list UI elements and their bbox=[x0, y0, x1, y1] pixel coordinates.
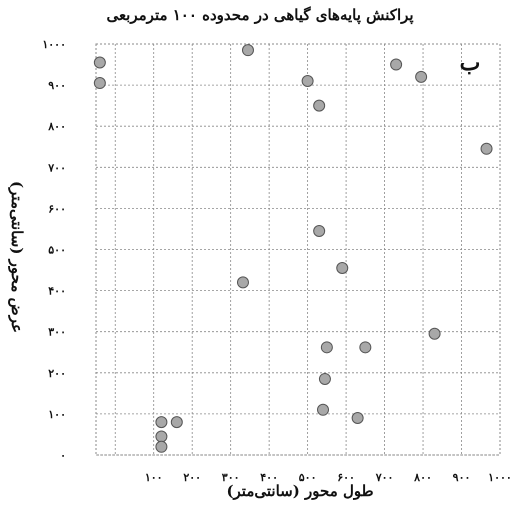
x-tick-label: ۴۰۰ bbox=[260, 471, 278, 484]
y-tick-label: ۱۰۰ bbox=[48, 408, 66, 421]
data-point bbox=[236, 276, 249, 289]
data-point bbox=[93, 77, 106, 90]
data-point bbox=[313, 99, 326, 112]
x-tick-label: ۷۰۰ bbox=[375, 471, 394, 484]
data-point bbox=[241, 44, 254, 57]
data-point bbox=[428, 327, 441, 340]
panel-label: ب bbox=[459, 50, 481, 76]
x-tick-label: ۹۰۰ bbox=[453, 471, 471, 484]
data-point bbox=[480, 142, 493, 155]
y-tick-label: ۵۰۰ bbox=[48, 244, 66, 257]
y-tick-label: ۴۰۰ bbox=[48, 285, 66, 298]
y-tick-label: ۸۰۰ bbox=[47, 120, 66, 133]
x-tick-label: ۳۰۰ bbox=[222, 471, 240, 484]
data-point bbox=[301, 74, 314, 87]
data-point bbox=[155, 430, 168, 443]
y-axis-label: عرض محور (سانتی‌متر) bbox=[8, 181, 26, 333]
x-tick-label: ۱۰۰۰ bbox=[488, 471, 512, 484]
y-tick-label: ۰ bbox=[60, 449, 66, 462]
data-point bbox=[317, 403, 330, 416]
data-point bbox=[351, 412, 364, 425]
y-tick-label: ۱۰۰۰ bbox=[42, 38, 66, 51]
y-tick-label: ۲۰۰ bbox=[48, 367, 66, 380]
data-point bbox=[359, 341, 372, 354]
y-tick-label: ۹۰۰ bbox=[48, 79, 66, 92]
y-tick-label: ۶۰۰ bbox=[48, 202, 66, 215]
chart-title: پراکنش پایه‌های گیاهی در محدوده ۱۰۰ مترم… bbox=[106, 6, 414, 24]
data-point bbox=[170, 416, 183, 429]
x-axis-label: طول محور (سانتی‌متر) bbox=[226, 482, 374, 500]
x-tick-label: ۶۰۰ bbox=[337, 471, 355, 484]
x-tick-label: ۵۰۰ bbox=[299, 471, 317, 484]
x-tick-label: ۲۰۰ bbox=[183, 471, 201, 484]
data-point bbox=[155, 440, 168, 453]
data-point bbox=[320, 341, 333, 354]
x-tick-label: ۸۰۰ bbox=[413, 471, 432, 484]
y-tick-label: ۳۰۰ bbox=[48, 326, 66, 339]
data-point bbox=[93, 56, 106, 69]
y-tick-label: ۷۰۰ bbox=[47, 161, 66, 174]
data-point bbox=[336, 261, 349, 274]
data-point bbox=[155, 416, 168, 429]
data-point bbox=[313, 225, 326, 238]
x-tick-label: ۱۰۰ bbox=[145, 471, 163, 484]
data-point bbox=[390, 58, 403, 71]
data-point bbox=[415, 70, 428, 83]
data-point bbox=[318, 372, 331, 385]
